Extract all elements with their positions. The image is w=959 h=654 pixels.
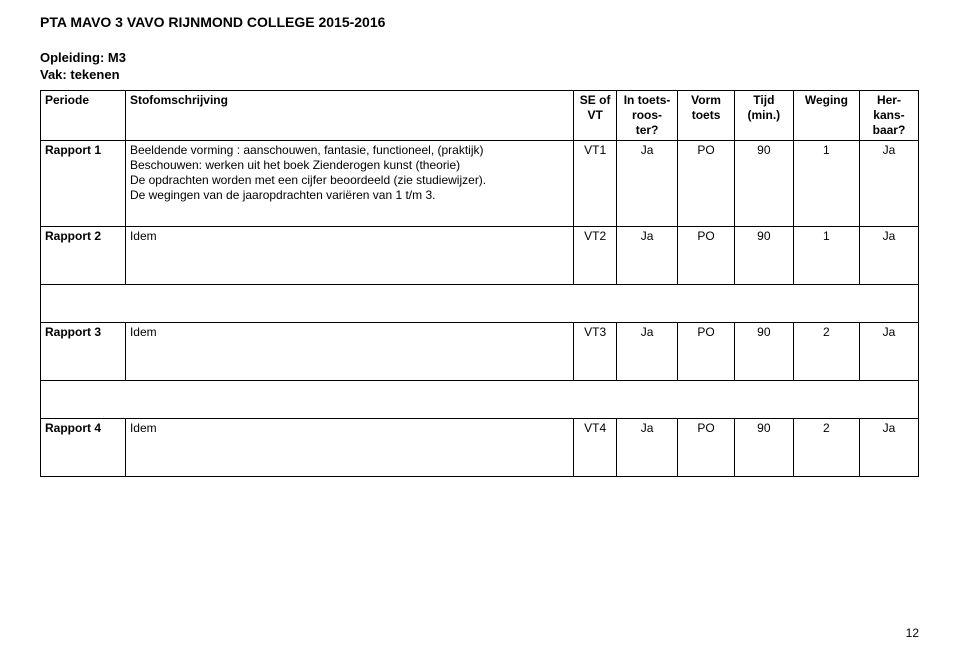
vak-value: tekenen	[70, 67, 119, 82]
meta-block: Opleiding: M3 Vak: tekenen	[40, 50, 919, 84]
periode-cell: Rapport 4	[41, 418, 126, 476]
se-cell: VT1	[574, 140, 616, 226]
spacer-row	[41, 284, 919, 322]
vak-label: Vak:	[40, 67, 67, 82]
se-cell: VT2	[574, 226, 616, 284]
opleiding-value: M3	[108, 50, 126, 65]
document-title: PTA MAVO 3 VAVO RIJNMOND COLLEGE 2015-20…	[40, 14, 919, 30]
col-in-toets: In toets-roos-ter?	[616, 90, 677, 140]
weging-cell: 1	[793, 140, 859, 226]
col-se: SE of VT	[574, 90, 616, 140]
tijd-cell: 90	[734, 226, 793, 284]
stof-cell: Idem	[125, 418, 573, 476]
col-herkans: Her-kans-baar?	[859, 90, 918, 140]
page-number: 12	[906, 626, 919, 640]
page-container: PTA MAVO 3 VAVO RIJNMOND COLLEGE 2015-20…	[0, 0, 959, 477]
stof-line: Beeldende vorming : aanschouwen, fantasi…	[130, 143, 569, 158]
vorm-cell: PO	[678, 418, 735, 476]
table-row: Rapport 4 Idem VT4 Ja PO 90 2 Ja	[41, 418, 919, 476]
table-row: Rapport 3 Idem VT3 Ja PO 90 2 Ja	[41, 322, 919, 380]
col-stof: Stofomschrijving	[125, 90, 573, 140]
vorm-cell: PO	[678, 140, 735, 226]
tijd-cell: 90	[734, 322, 793, 380]
table-row: Rapport 1 Beeldende vorming : aanschouwe…	[41, 140, 919, 226]
vak-line: Vak: tekenen	[40, 67, 919, 84]
stof-cell: Idem	[125, 226, 573, 284]
pta-table: Periode Stofomschrijving SE of VT In toe…	[40, 90, 919, 477]
in-cell: Ja	[616, 140, 677, 226]
weging-cell: 2	[793, 418, 859, 476]
weging-cell: 2	[793, 322, 859, 380]
in-cell: Ja	[616, 322, 677, 380]
vorm-cell: PO	[678, 322, 735, 380]
stof-cell: Idem	[125, 322, 573, 380]
col-vorm: Vorm toets	[678, 90, 735, 140]
periode-cell: Rapport 2	[41, 226, 126, 284]
periode-cell: Rapport 3	[41, 322, 126, 380]
table-header-row: Periode Stofomschrijving SE of VT In toe…	[41, 90, 919, 140]
col-periode: Periode	[41, 90, 126, 140]
weging-cell: 1	[793, 226, 859, 284]
periode-cell: Rapport 1	[41, 140, 126, 226]
in-cell: Ja	[616, 226, 677, 284]
table-row: Rapport 2 Idem VT2 Ja PO 90 1 Ja	[41, 226, 919, 284]
herkans-cell: Ja	[859, 226, 918, 284]
herkans-cell: Ja	[859, 140, 918, 226]
stof-line: Beschouwen: werken uit het boek Ziendero…	[130, 158, 569, 173]
vorm-cell: PO	[678, 226, 735, 284]
tijd-cell: 90	[734, 418, 793, 476]
spacer-row	[41, 380, 919, 418]
col-tijd: Tijd (min.)	[734, 90, 793, 140]
opleiding-label: Opleiding:	[40, 50, 104, 65]
stof-cell: Beeldende vorming : aanschouwen, fantasi…	[125, 140, 573, 226]
in-cell: Ja	[616, 418, 677, 476]
se-cell: VT3	[574, 322, 616, 380]
opleiding-line: Opleiding: M3	[40, 50, 919, 67]
stof-line: De wegingen van de jaaropdrachten variër…	[130, 188, 569, 203]
herkans-cell: Ja	[859, 322, 918, 380]
tijd-cell: 90	[734, 140, 793, 226]
stof-line: De opdrachten worden met een cijfer beoo…	[130, 173, 569, 188]
col-weging: Weging	[793, 90, 859, 140]
herkans-cell: Ja	[859, 418, 918, 476]
se-cell: VT4	[574, 418, 616, 476]
